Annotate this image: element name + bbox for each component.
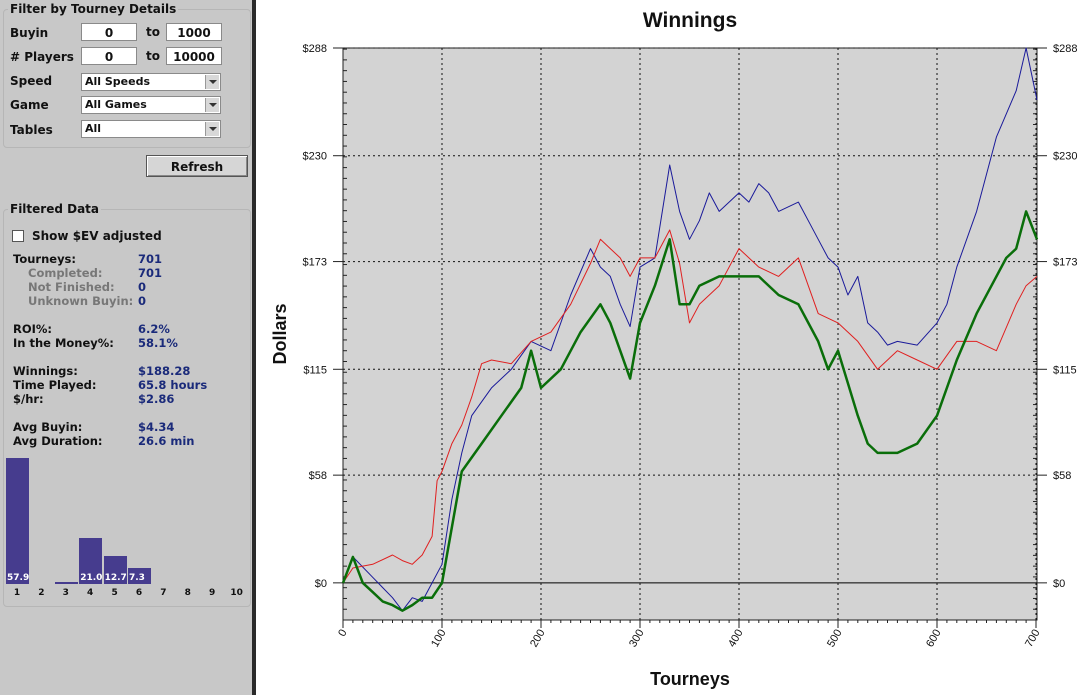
chevron-down-icon[interactable]	[205, 98, 219, 112]
stat-label: Not Finished:	[28, 280, 115, 294]
histogram-bar-label: 7.3	[129, 573, 145, 583]
y-tick-label: $230	[303, 151, 327, 163]
chart-title: Winnings	[643, 9, 737, 32]
y-tick-label: $288	[303, 43, 327, 55]
y-tick-label-right: $173	[1053, 257, 1077, 269]
players-label: # Players	[10, 50, 74, 64]
histogram-position-label: 5	[111, 588, 118, 598]
histogram-position-label: 10	[230, 588, 243, 598]
stat-label: Unknown Buyin:	[28, 294, 134, 308]
stat-value: 65.8 hours	[138, 378, 208, 392]
filtered-data-title: Filtered Data	[8, 202, 102, 216]
stat-label: Tourneys:	[13, 252, 77, 266]
y-tick-label: $58	[309, 470, 327, 482]
players-to-input[interactable]: 10000	[166, 47, 222, 65]
tables-select-value: All	[85, 122, 102, 135]
stat-value: 0	[138, 294, 147, 308]
winnings-chart: $0 $0 $58 $58 $115 $115 $173 $173 $230 $230 $288 $2…	[270, 9, 1077, 689]
series-line-red	[342, 229, 1038, 584]
histogram-position-label: 6	[135, 588, 143, 598]
panel-divider[interactable]	[252, 0, 256, 695]
histogram-bar	[6, 458, 29, 584]
tables-select[interactable]: All	[81, 120, 221, 138]
y-tick-label-right: $58	[1053, 470, 1071, 482]
stat-value: $4.34	[138, 420, 175, 434]
x-tick-label: 500	[825, 628, 845, 650]
speed-select-value: All Speeds	[85, 75, 151, 88]
speed-select[interactable]: All Speeds	[81, 73, 221, 91]
y-axis-label: Dollars	[270, 303, 290, 364]
tables-label: Tables	[10, 123, 53, 137]
y-tick-label: $115	[303, 364, 327, 376]
players-from-input[interactable]: 0	[81, 47, 137, 65]
x-tick-label: 100	[429, 628, 449, 650]
stat-label: ROI%:	[13, 322, 53, 336]
series-line-blue	[342, 47, 1038, 612]
stat-label: Time Played:	[13, 378, 97, 392]
stat-label: Winnings:	[13, 364, 78, 378]
filtered-data-group	[3, 209, 251, 607]
histogram-bar	[128, 568, 151, 584]
chevron-down-icon[interactable]	[205, 75, 219, 89]
stat-label: Avg Duration:	[13, 434, 103, 448]
plot-area	[342, 47, 1038, 621]
histogram-position-label: 7	[160, 588, 167, 598]
histogram-position-label: 1	[13, 588, 21, 598]
stat-value: 58.1%	[138, 336, 178, 350]
stat-value: 701	[138, 266, 163, 280]
game-label: Game	[10, 98, 49, 112]
x-tick-label: 0	[336, 628, 349, 639]
series-line-green	[341, 210, 1039, 612]
buyin-from-input[interactable]: 0	[81, 23, 137, 41]
stat-label: Avg Buyin:	[13, 420, 83, 434]
filter-group-title: Filter by Tourney Details	[8, 2, 179, 16]
ev-adjusted-label: Show $EV adjusted	[32, 229, 162, 243]
x-tick-label: 200	[528, 628, 548, 650]
ev-adjusted-checkbox[interactable]	[12, 230, 24, 242]
histogram-bar-label: 57.9	[7, 573, 30, 583]
y-tick-label-right: $115	[1053, 364, 1077, 376]
histogram-position-label: 9	[209, 588, 216, 598]
x-axis-label: Tourneys	[650, 669, 730, 689]
y-tick-label: $173	[303, 257, 327, 269]
histogram-position-label: 3	[62, 588, 69, 598]
x-tick-label: 700	[1023, 628, 1043, 650]
y-tick-label-right: $230	[1053, 151, 1077, 163]
stat-value: 0	[138, 280, 147, 294]
stat-value: 701	[138, 252, 163, 266]
speed-label: Speed	[10, 74, 53, 88]
histogram-position-label: 4	[87, 588, 94, 598]
buyin-label: Buyin	[10, 26, 49, 40]
stat-value: 26.6 min	[138, 434, 195, 448]
x-tick-label: 600	[924, 628, 944, 650]
x-tick-label: 400	[726, 628, 746, 650]
refresh-button[interactable]: Refresh	[146, 155, 248, 177]
histogram-bar	[103, 556, 127, 584]
x-tick-label: 300	[627, 628, 647, 650]
chevron-down-icon[interactable]	[205, 122, 219, 136]
stat-label: Completed:	[28, 266, 103, 280]
histogram-bar-label: 12.7	[104, 573, 127, 583]
stat-value: $2.86	[138, 392, 175, 406]
game-select[interactable]: All Games	[81, 96, 221, 114]
stat-label: In the Money%:	[13, 336, 114, 350]
histogram-bar	[79, 538, 103, 584]
y-tick-label-right: $288	[1053, 43, 1077, 55]
players-to-label: to	[146, 49, 160, 63]
histogram-position-label: 2	[38, 588, 45, 598]
left-panel: Filter by Tourney Details Buyin 0 to 100…	[0, 0, 252, 695]
buyin-to-input[interactable]: 1000	[166, 23, 222, 41]
stat-label: $/hr:	[13, 392, 44, 406]
buyin-to-label: to	[146, 25, 160, 39]
histogram-bar	[54, 581, 78, 584]
histogram-bar-label: 21.0	[80, 573, 103, 583]
histogram-position-label: 8	[184, 588, 191, 598]
y-tick-label-right: $0	[1053, 578, 1065, 590]
stat-value: $188.28	[138, 364, 191, 378]
game-select-value: All Games	[85, 98, 147, 111]
stat-value: 6.2%	[138, 322, 170, 336]
y-tick-label: $0	[315, 578, 327, 590]
